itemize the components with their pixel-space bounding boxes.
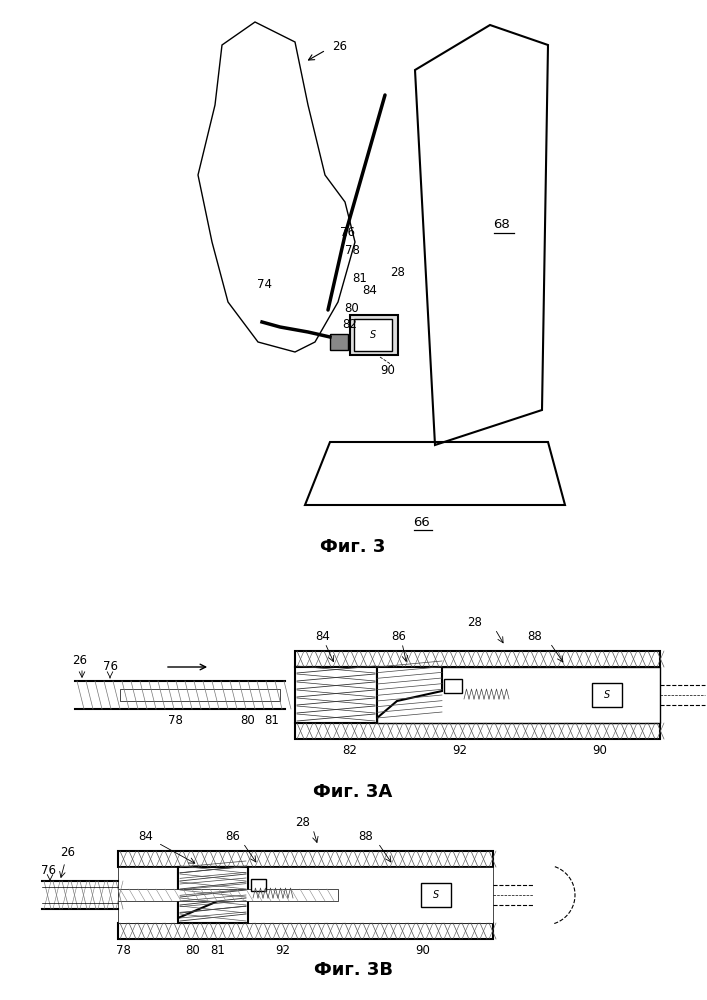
- Text: 76: 76: [103, 660, 117, 674]
- Bar: [592, 683, 622, 707]
- Text: 84: 84: [362, 284, 377, 296]
- Bar: [295, 723, 660, 739]
- Text: 26: 26: [61, 846, 76, 859]
- Bar: [295, 651, 660, 667]
- Text: 82: 82: [342, 318, 357, 332]
- Polygon shape: [377, 667, 442, 718]
- Text: 84: 84: [315, 631, 330, 644]
- Bar: [118, 889, 338, 901]
- Text: 81: 81: [211, 944, 226, 958]
- Bar: [377, 667, 660, 723]
- Bar: [75, 681, 285, 709]
- Text: 82: 82: [343, 744, 358, 758]
- Text: 88: 88: [358, 830, 373, 844]
- Bar: [118, 923, 493, 939]
- Text: S: S: [370, 330, 376, 340]
- Text: 66: 66: [414, 516, 431, 528]
- Text: 74: 74: [257, 278, 272, 292]
- Text: 90: 90: [592, 744, 607, 758]
- Bar: [251, 879, 266, 891]
- Text: 81: 81: [352, 271, 367, 284]
- Text: S: S: [604, 690, 610, 700]
- Bar: [354, 319, 392, 351]
- Text: 81: 81: [264, 714, 279, 728]
- Text: S: S: [433, 890, 439, 900]
- Bar: [350, 315, 398, 355]
- Bar: [330, 334, 348, 350]
- Text: 78: 78: [168, 714, 182, 728]
- Bar: [444, 679, 462, 693]
- Text: 90: 90: [416, 944, 431, 958]
- Text: 90: 90: [380, 363, 395, 376]
- Text: 80: 80: [186, 944, 200, 958]
- Text: 28: 28: [296, 816, 310, 830]
- Bar: [295, 667, 377, 723]
- Text: 68: 68: [493, 219, 510, 232]
- Text: 86: 86: [226, 830, 240, 844]
- Text: 84: 84: [139, 830, 153, 844]
- Text: 80: 80: [344, 302, 358, 314]
- Text: 88: 88: [527, 631, 542, 644]
- Bar: [178, 867, 248, 923]
- Text: Фиг. 3: Фиг. 3: [320, 538, 386, 556]
- Text: 26: 26: [73, 654, 88, 666]
- Text: 28: 28: [467, 616, 482, 630]
- Bar: [118, 867, 493, 923]
- Text: Фиг. 3В: Фиг. 3В: [313, 961, 392, 979]
- Text: 26: 26: [332, 39, 347, 52]
- Text: 78: 78: [345, 243, 360, 256]
- Text: 86: 86: [392, 631, 407, 644]
- Polygon shape: [178, 867, 248, 918]
- Text: 78: 78: [115, 944, 130, 958]
- Bar: [118, 851, 493, 867]
- Text: 76: 76: [340, 226, 355, 238]
- Bar: [421, 883, 451, 907]
- Text: 92: 92: [452, 744, 467, 758]
- Text: 28: 28: [390, 265, 405, 278]
- Bar: [120, 689, 280, 701]
- Text: 92: 92: [276, 944, 291, 958]
- Text: 80: 80: [240, 714, 255, 728]
- Text: Фиг. 3А: Фиг. 3А: [313, 783, 392, 801]
- Text: 76: 76: [40, 864, 56, 878]
